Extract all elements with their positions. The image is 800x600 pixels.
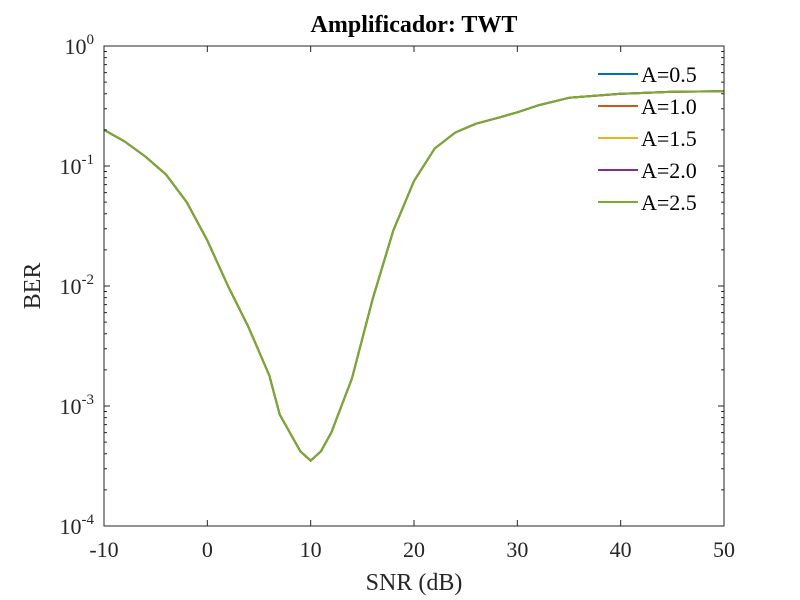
legend-label-a-2-5: A=2.5 bbox=[641, 190, 697, 215]
y-tick-label: 10-4 bbox=[60, 512, 95, 539]
legend-label-a-1-5: A=1.5 bbox=[641, 126, 697, 151]
y-tick-label: 10-2 bbox=[60, 272, 95, 299]
x-tick-label: 10 bbox=[300, 537, 322, 562]
y-axis: 10-4 10-3 10-2 10-1 100 bbox=[60, 32, 724, 539]
legend-label-a-2-0: A=2.0 bbox=[641, 158, 697, 183]
x-axis-title: SNR (dB) bbox=[366, 570, 463, 596]
x-tick-label: 20 bbox=[403, 537, 425, 562]
y-tick-label: 100 bbox=[65, 32, 95, 59]
legend-label-a-1-0: A=1.0 bbox=[641, 94, 697, 119]
x-tick-label: 50 bbox=[713, 537, 735, 562]
y-axis-title: BER bbox=[20, 263, 46, 310]
chart-title: Amplificador: TWT bbox=[311, 12, 518, 38]
series-group bbox=[103, 90, 725, 462]
x-tick-label: -10 bbox=[89, 537, 118, 562]
x-tick-label: 0 bbox=[202, 537, 213, 562]
plot-area bbox=[104, 46, 724, 526]
legend-label-a-0-5: A=0.5 bbox=[641, 62, 697, 87]
x-tick-label: 40 bbox=[610, 537, 632, 562]
x-axis: -10 0 10 20 30 40 50 bbox=[89, 46, 735, 562]
x-tick-label: 30 bbox=[506, 537, 528, 562]
y-tick-label: 10-1 bbox=[60, 152, 95, 179]
series-line-a-2-5 bbox=[103, 90, 725, 462]
legend: A=0.5 A=1.0 A=1.5 A=2.0 A=2.5 bbox=[598, 62, 697, 215]
y-tick-label: 10-3 bbox=[60, 392, 95, 419]
